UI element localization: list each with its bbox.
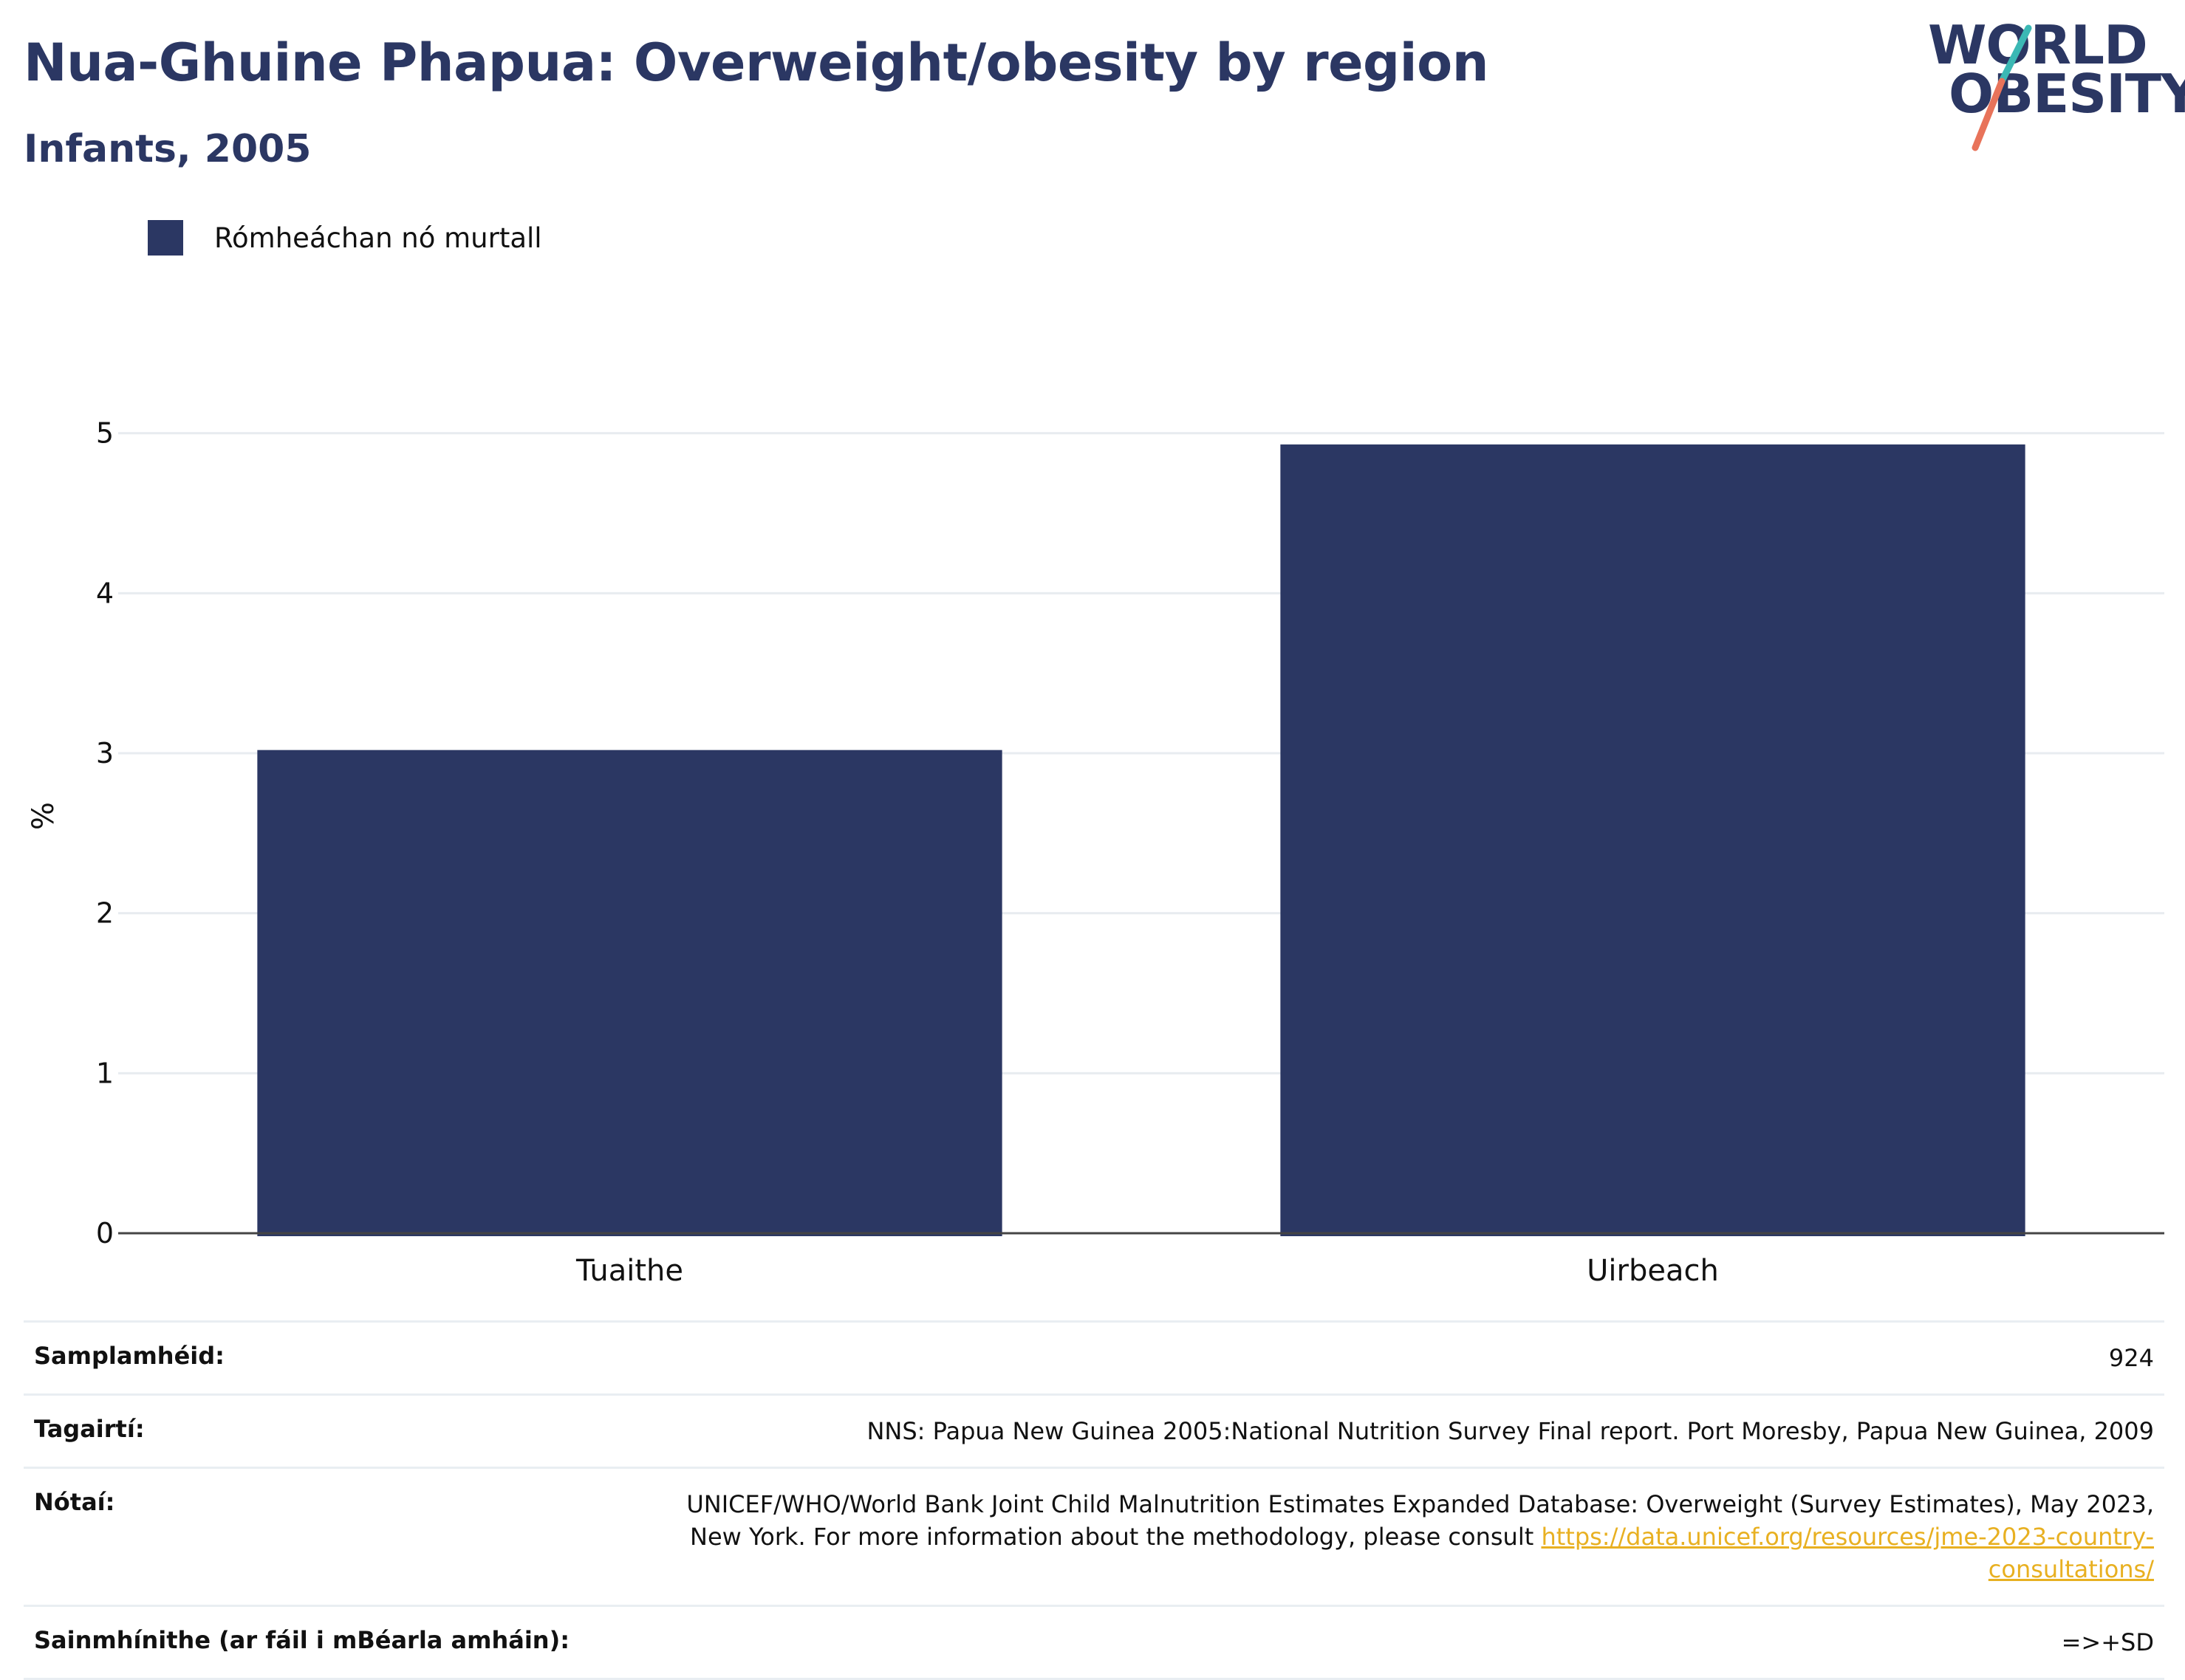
y-tick-label: 5 <box>96 417 114 450</box>
definitions-row: Sainmhínithe (ar fáil i mBéarla amháin):… <box>24 1605 2164 1680</box>
bar-tuaithe <box>257 750 1002 1236</box>
definitions-value: =>+SD <box>2061 1628 2154 1656</box>
references-row: Tagairtí: NNS: Papua New Guinea 2005:Nat… <box>24 1393 2164 1467</box>
chart-subtitle: Infants, 2005 <box>24 127 312 171</box>
x-tick-label: Uirbeach <box>1587 1254 1719 1288</box>
chart-title: Nua-Ghuine Phapua: Overweight/obesity by… <box>24 32 1489 93</box>
legend: Rómheáchan nó murtall <box>148 220 542 256</box>
logo-slash-icon <box>1972 24 2032 151</box>
notes-label: Nótaí: <box>34 1488 115 1516</box>
y-tick-label: 1 <box>96 1057 114 1089</box>
world-obesity-logo: WORLD OBESITY <box>1928 14 2185 161</box>
notes-value: UNICEF/WHO/World Bank Joint Child Malnut… <box>632 1488 2154 1585</box>
references-value: NNS: Papua New Guinea 2005:National Nutr… <box>866 1417 2154 1445</box>
y-tick-label: 4 <box>96 577 114 609</box>
references-label: Tagairtí: <box>34 1415 145 1443</box>
sample-size-value: 924 <box>2108 1344 2154 1372</box>
bar-chart: 0 1 2 3 4 5% Tuaithe Uirbeach <box>27 417 2164 1288</box>
notes-text: UNICEF/WHO/World Bank Joint Child Malnut… <box>686 1490 2154 1551</box>
y-tick-label: 3 <box>96 737 114 769</box>
notes-row: Nótaí: UNICEF/WHO/World Bank Joint Child… <box>24 1467 2164 1605</box>
sample-size-label: Samplamhéid: <box>34 1342 225 1370</box>
y-tick-label: 2 <box>96 897 114 930</box>
methodology-link[interactable]: https://data.unicef.org/resources/jme-20… <box>1541 1523 2154 1583</box>
legend-swatch <box>148 220 183 256</box>
bar-uirbeach <box>1280 444 2025 1237</box>
definitions-label: Sainmhínithe (ar fáil i mBéarla amháin): <box>34 1626 570 1654</box>
y-tick-label: 0 <box>96 1217 114 1249</box>
sample-size-row: Samplamhéid: 924 <box>24 1320 2164 1393</box>
legend-label: Rómheáchan nó murtall <box>214 222 542 254</box>
x-tick-label: Tuaithe <box>575 1254 683 1288</box>
logo-word-world: WORLD <box>1928 14 2148 76</box>
info-table: Samplamhéid: 924 Tagairtí: NNS: Papua Ne… <box>24 1320 2164 1680</box>
y-axis-title: % <box>27 802 61 830</box>
